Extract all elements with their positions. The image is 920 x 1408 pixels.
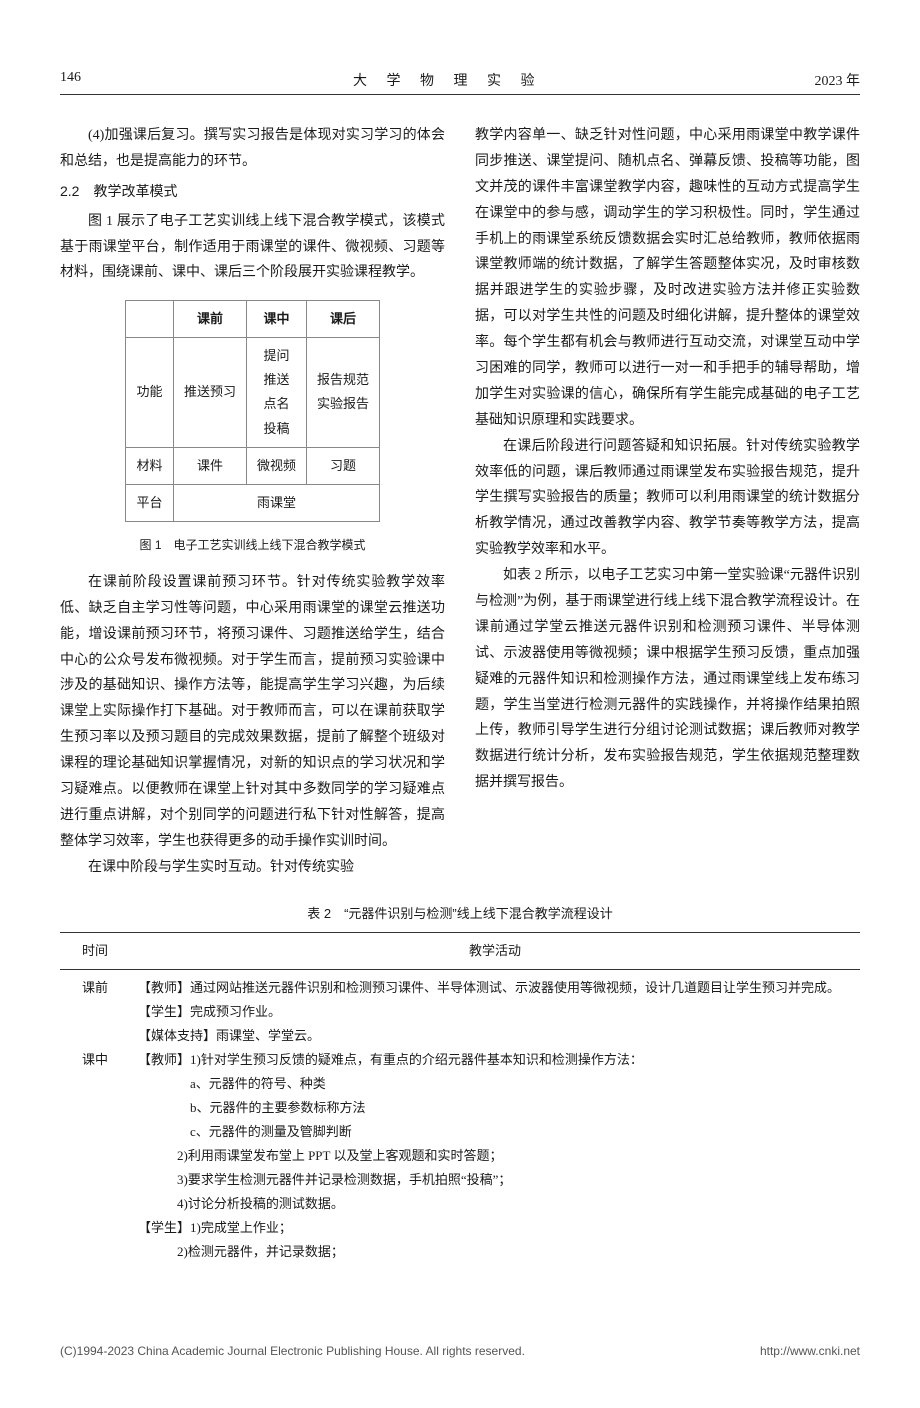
table2-activity-line: 2)利用雨课堂发布堂上 PPT 以及堂上客观题和实时答题； <box>138 1144 852 1168</box>
fig1-col-post: 课后 <box>307 301 380 338</box>
fig1-corner <box>125 301 173 338</box>
body-columns: (4)加强课后复习。撰写实习报告是体现对实习学习的体会和总结，也是提高能力的环节… <box>60 123 860 881</box>
table2-header-time: 时间 <box>60 932 130 969</box>
fig1-row-mat: 材料 <box>125 447 173 484</box>
table2-activity-cell: 【教师】通过网站推送元器件识别和检测预习课件、半导体测试、示波器使用等微视频，设… <box>130 969 860 1048</box>
fig1-func-mid: 提问 推送 点名 投稿 <box>246 338 306 447</box>
table2-activity-line: c、元器件的测量及管脚判断 <box>138 1120 852 1144</box>
table2-activity-line: a、元器件的符号、种类 <box>138 1072 852 1096</box>
fig1-col-pre: 课前 <box>173 301 246 338</box>
table2-activity-line: 【媒体支持】雨课堂、学堂云。 <box>138 1024 852 1048</box>
figure1-caption: 图 1 电子工艺实训线上线下混合教学模式 <box>60 534 445 556</box>
fig1-row-plat: 平台 <box>125 484 173 521</box>
fig1-plat-span: 雨课堂 <box>173 484 379 521</box>
table2-activity-line: 2)检测元器件，并记录数据； <box>138 1240 852 1264</box>
table2-activity-line: b、元器件的主要参数标称方法 <box>138 1096 852 1120</box>
table2-time-cell: 课中 <box>60 1048 130 1264</box>
fig1-func-post: 报告规范 实验报告 <box>307 338 380 447</box>
table2-header-activity: 教学活动 <box>130 932 860 969</box>
table2-activity-cell: 【教师】1)针对学生预习反馈的疑难点，有重点的介绍元器件基本知识和检测操作方法：… <box>130 1048 860 1264</box>
section-heading-2-2: 2.2 教学改革模式 <box>60 179 445 205</box>
table2-caption: 表 2 “元器件识别与检测”线上线下混合教学流程设计 <box>60 903 860 922</box>
table2-time-cell: 课前 <box>60 969 130 1048</box>
fig1-row-func: 功能 <box>125 338 173 447</box>
table2-activity-line: 【教师】1)针对学生预习反馈的疑难点，有重点的介绍元器件基本知识和检测操作方法： <box>138 1048 852 1072</box>
year-label: 2023 年 <box>815 70 861 90</box>
page-header: 146 大 学 物 理 实 验 2023 年 <box>60 70 860 95</box>
table2-activity-line: 【学生】1)完成堂上作业； <box>138 1216 852 1240</box>
para-intro4: (4)加强课后复习。撰写实习报告是体现对实习学习的体会和总结，也是提高能力的环节… <box>60 123 445 175</box>
fig1-col-mid: 课中 <box>246 301 306 338</box>
figure1-table: 课前 课中 课后 功能 推送预习 提问 推送 点名 投稿 报告规范 实验报告 材… <box>125 300 380 521</box>
right-para-2: 在课后阶段进行问题答疑和知识拓展。针对传统实验教学效率低的问题，课后教师通过雨课… <box>475 434 860 563</box>
left-para-3: 在课中阶段与学生实时互动。针对传统实验 <box>60 855 445 881</box>
table2-activity-line: 3)要求学生检测元器件并记录检测数据，手机拍照“投稿”； <box>138 1168 852 1192</box>
journal-title: 大 学 物 理 实 验 <box>353 70 543 90</box>
fig1-func-pre: 推送预习 <box>173 338 246 447</box>
left-para-1: 图 1 展示了电子工艺实训线上线下混合教学模式，该模式基于雨课堂平台，制作适用于… <box>60 209 445 287</box>
page-number: 146 <box>60 70 81 90</box>
table2-activity-line: 【学生】完成预习作业。 <box>138 1000 852 1024</box>
page-footer: (C)1994-2023 China Academic Journal Elec… <box>60 1344 860 1358</box>
table2: 时间 教学活动 课前【教师】通过网站推送元器件识别和检测预习课件、半导体测试、示… <box>60 932 860 1265</box>
fig1-mat-mid: 微视频 <box>246 447 306 484</box>
table2-activity-line: 4)讨论分析投稿的测试数据。 <box>138 1192 852 1216</box>
table2-activity-line: 【教师】通过网站推送元器件识别和检测预习课件、半导体测试、示波器使用等微视频，设… <box>138 976 852 1000</box>
fig1-mat-pre: 课件 <box>173 447 246 484</box>
right-para-3: 如表 2 所示，以电子工艺实习中第一堂实验课“元器件识别与检测”为例，基于雨课堂… <box>475 563 860 796</box>
right-para-1: 教学内容单一、缺乏针对性问题，中心采用雨课堂中教学课件同步推送、课堂提问、随机点… <box>475 123 860 434</box>
left-column: (4)加强课后复习。撰写实习报告是体现对实习学习的体会和总结，也是提高能力的环节… <box>60 123 445 881</box>
right-column: 教学内容单一、缺乏针对性问题，中心采用雨课堂中教学课件同步推送、课堂提问、随机点… <box>475 123 860 881</box>
table2-wrapper: 表 2 “元器件识别与检测”线上线下混合教学流程设计 时间 教学活动 课前【教师… <box>60 903 860 1265</box>
left-para-2: 在课前阶段设置课前预习环节。针对传统实验教学效率低、缺乏自主学习性等问题，中心采… <box>60 570 445 855</box>
footer-url: http://www.cnki.net <box>760 1344 860 1358</box>
footer-copyright: (C)1994-2023 China Academic Journal Elec… <box>60 1344 525 1358</box>
fig1-mat-post: 习题 <box>307 447 380 484</box>
figure-1: 课前 课中 课后 功能 推送预习 提问 推送 点名 投稿 报告规范 实验报告 材… <box>60 300 445 521</box>
